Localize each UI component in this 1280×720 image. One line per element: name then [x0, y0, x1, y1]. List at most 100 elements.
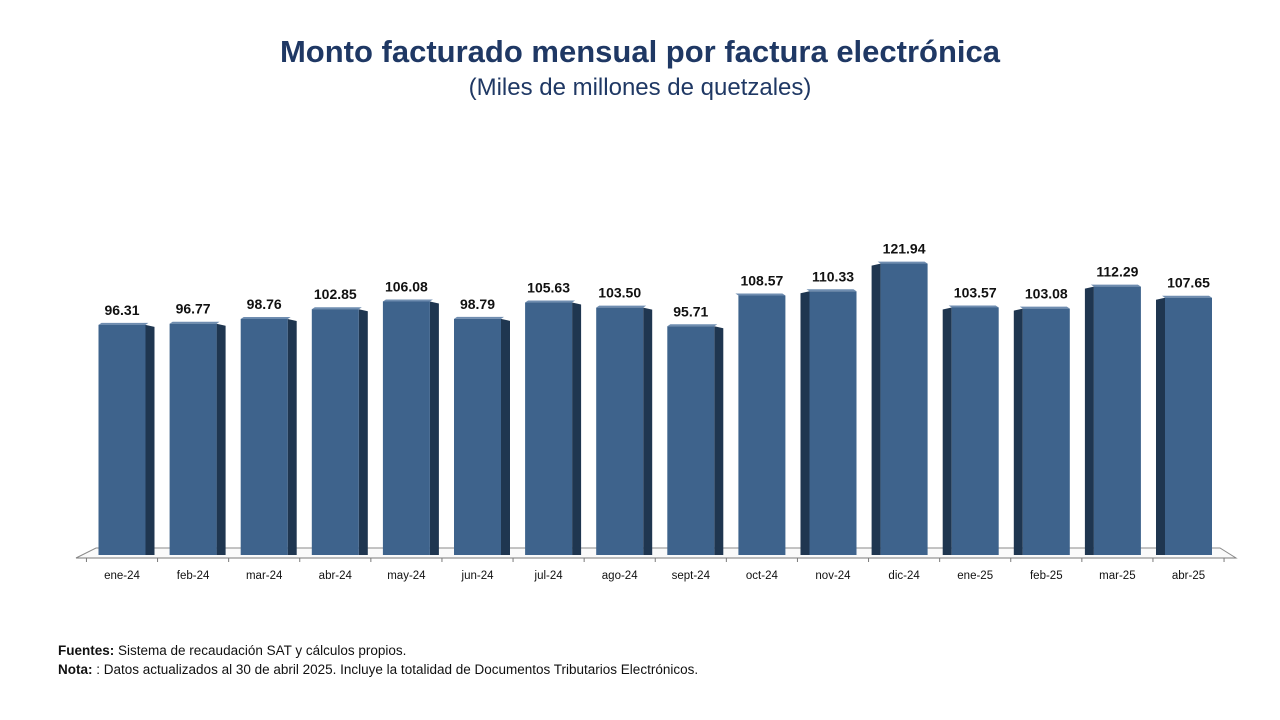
- data-label: 105.63: [527, 280, 570, 296]
- data-label: 98.76: [247, 296, 282, 312]
- data-label: 121.94: [883, 241, 926, 257]
- bar-front-face: [240, 318, 288, 555]
- bar-top-face: [1162, 295, 1212, 298]
- bar-front-face: [98, 324, 146, 555]
- bar: [525, 300, 582, 555]
- bar-front-face: [596, 307, 644, 555]
- bar-top-face: [806, 289, 857, 292]
- bar-top-face: [877, 261, 928, 264]
- bar: [667, 324, 724, 555]
- bar: [382, 299, 439, 555]
- bar-front-face: [311, 309, 359, 555]
- bar: [98, 322, 155, 555]
- bar-front-face: [454, 318, 501, 555]
- chart-subtitle: (Miles de millones de quetzales): [468, 74, 812, 101]
- bar-side-face: [216, 323, 226, 555]
- bar: [169, 321, 226, 555]
- bar-front-face: [382, 301, 430, 555]
- bar-side-face: [871, 263, 881, 555]
- bar-side-face: [358, 309, 368, 555]
- bar-top-face: [240, 316, 291, 319]
- bar-side-face: [643, 307, 653, 555]
- note-label: Nota:: [58, 662, 93, 677]
- bar-front-face: [525, 302, 573, 555]
- bar: [240, 316, 297, 555]
- bar-side-face: [572, 302, 582, 555]
- note-line: Nota: : Datos actualizados al 30 de abri…: [58, 660, 698, 679]
- bar-top-face: [735, 293, 786, 296]
- sources-label: Fuentes:: [58, 643, 115, 658]
- x-tick-label: feb-24: [177, 570, 210, 582]
- data-label: 98.79: [460, 296, 495, 312]
- bar-top-face: [1090, 284, 1141, 287]
- x-tick-label: sept-24: [672, 570, 711, 582]
- x-tick-label: abr-24: [319, 570, 353, 582]
- bar: [871, 261, 928, 555]
- x-tick-label: mar-25: [1099, 570, 1135, 582]
- bar-front-face: [1165, 297, 1212, 555]
- bar-side-face: [501, 318, 510, 555]
- bar: [311, 307, 368, 555]
- bar-front-face: [1022, 308, 1070, 555]
- x-tick-label: dic-24: [888, 570, 920, 582]
- bar-top-face: [948, 305, 999, 308]
- chart-title: Monto facturado mensual por factura elec…: [279, 34, 1001, 69]
- bar-top-face: [1019, 306, 1070, 309]
- x-tick-label: feb-25: [1030, 570, 1063, 582]
- data-label: 103.08: [1025, 286, 1068, 302]
- x-tick-label: ene-25: [957, 570, 993, 582]
- bar-front-face: [169, 323, 217, 555]
- data-label: 102.85: [314, 286, 357, 302]
- footnotes: Fuentes: Sistema de recaudación SAT y cá…: [58, 641, 698, 679]
- bar: [454, 316, 510, 555]
- bar-side-face: [287, 318, 297, 555]
- bar-side-face: [429, 301, 439, 555]
- x-tick-label: mar-24: [246, 570, 283, 582]
- x-tick-label: jul-24: [534, 570, 564, 582]
- x-tick-label: ene-24: [104, 570, 140, 582]
- x-tick-label: may-24: [387, 570, 426, 582]
- data-label: 96.31: [104, 302, 139, 318]
- bar-top-face: [454, 316, 504, 319]
- x-axis-tick-labels: ene-24 feb-24 mar-24 abr-24 may-24 jun-24 jul-…: [104, 570, 1205, 582]
- note-text: : Datos actualizados al 30 de abril 2025…: [92, 662, 699, 677]
- bar-front-face: [951, 307, 999, 555]
- bar: [1084, 284, 1141, 555]
- x-tick-label: nov-24: [815, 570, 851, 582]
- bar: [1013, 306, 1070, 555]
- bar-front-face: [738, 295, 786, 555]
- data-labels-group: 96.31 96.77 98.76 102.85 106.08 98.79 105.63 10…: [104, 241, 1210, 320]
- sources-text: Sistema de recaudación SAT y cálculos pr…: [114, 643, 407, 658]
- bar-top-face: [382, 299, 433, 302]
- bar-side-face: [1156, 297, 1165, 555]
- data-label: 106.08: [385, 278, 428, 294]
- sources-line: Fuentes: Sistema de recaudación SAT y cá…: [58, 641, 698, 660]
- bar-top-face: [169, 321, 220, 324]
- bar-side-face: [714, 326, 724, 555]
- bar-front-face: [1093, 286, 1141, 555]
- x-tick-label: ago-24: [602, 570, 638, 582]
- bar-top-face: [311, 307, 362, 310]
- bar-front-face: [880, 263, 928, 555]
- x-tick-label: jun-24: [461, 570, 495, 582]
- data-label: 110.33: [812, 268, 854, 284]
- bar-side-face: [1084, 286, 1094, 555]
- bar-side-face: [145, 324, 155, 555]
- data-label: 112.29: [1096, 264, 1138, 280]
- bar-top-face: [596, 305, 647, 308]
- x-tick-label: abr-25: [1172, 570, 1205, 582]
- bar-side-face: [942, 307, 952, 555]
- x-tick-label: oct-24: [746, 570, 779, 582]
- bar-top-face: [525, 300, 576, 303]
- bar-side-face: [1013, 308, 1023, 555]
- bar-front-face: [809, 291, 857, 555]
- data-label: 96.77: [176, 301, 211, 317]
- bar: [735, 293, 786, 555]
- bar-side-face: [800, 291, 810, 555]
- bars-group: [98, 261, 1212, 555]
- bar: [800, 289, 857, 555]
- bar: [1156, 295, 1212, 555]
- data-label: 108.57: [740, 273, 783, 289]
